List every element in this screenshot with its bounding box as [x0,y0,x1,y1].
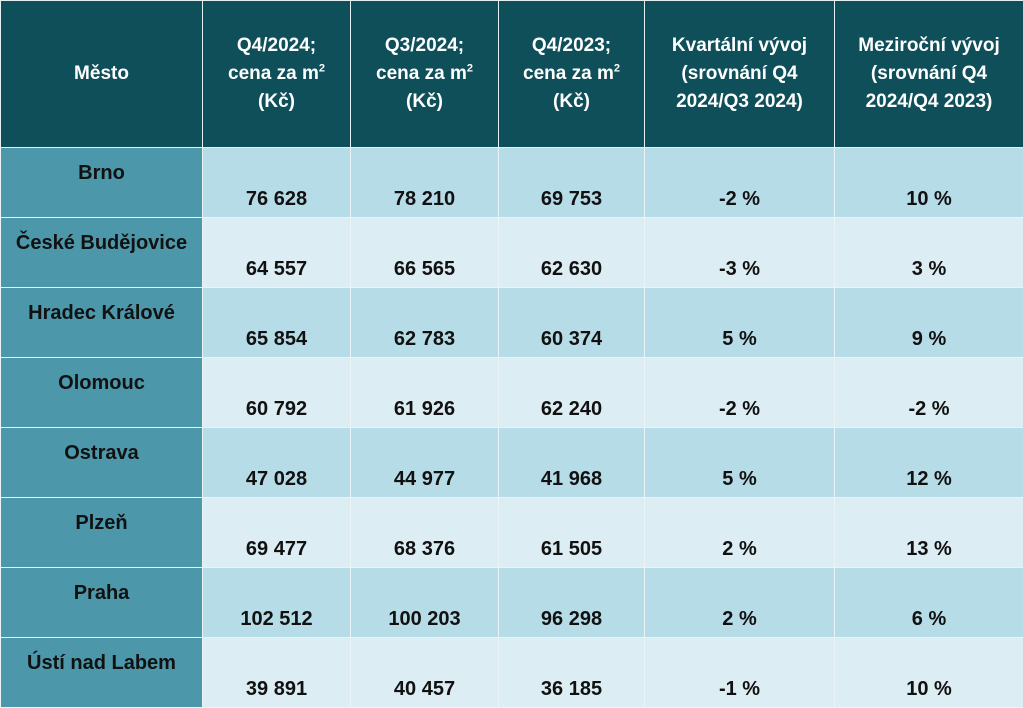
quarterly-change-cell: 5 % [645,288,835,358]
q4-2024-cell: 69 477 [203,498,351,568]
table-row: Ústí nad Labem 39 891 40 457 36 185 -1 %… [1,638,1023,708]
q4-2023-cell: 61 505 [499,498,645,568]
quarterly-change-cell: -2 % [645,358,835,428]
city-cell: Brno [1,148,203,218]
header-quarterly: Kvartální vývoj (srovnání Q4 2024/Q3 202… [645,1,835,148]
header-quarterly-line3: 2024/Q3 2024) [676,91,803,112]
city-cell: Olomouc [1,358,203,428]
quarterly-change-cell: 2 % [645,498,835,568]
header-yearly-line3: 2024/Q4 2023) [866,91,993,112]
header-q3-2024-line2: cena za m [376,63,467,84]
q4-2023-cell: 62 630 [499,218,645,288]
header-q4-2024-line2: cena za m [228,63,319,84]
yearly-change-cell: 12 % [835,428,1023,498]
city-cell: Hradec Králové [1,288,203,358]
header-city: Město [1,1,203,148]
q4-2024-cell: 60 792 [203,358,351,428]
header-q3-2024-line1: Q3/2024; [385,35,464,56]
yearly-change-cell: 9 % [835,288,1023,358]
quarterly-change-cell: -3 % [645,218,835,288]
table-row: Olomouc 60 792 61 926 62 240 -2 % -2 % [1,358,1023,428]
city-cell: Ústí nad Labem [1,638,203,708]
quarterly-change-cell: -2 % [645,148,835,218]
yearly-change-cell: 3 % [835,218,1023,288]
q4-2024-cell: 76 628 [203,148,351,218]
header-q4-2024: Q4/2024; cena za m2 (Kč) [203,1,351,148]
header-yearly-line2: (srovnání Q4 [871,63,987,84]
q4-2023-cell: 60 374 [499,288,645,358]
q3-2024-cell: 61 926 [351,358,499,428]
q4-2023-cell: 41 968 [499,428,645,498]
header-city-label: Město [74,63,129,84]
header-yearly: Meziroční vývoj (srovnání Q4 2024/Q4 202… [835,1,1023,148]
q4-2024-cell: 64 557 [203,218,351,288]
yearly-change-cell: 10 % [835,148,1023,218]
header-q4-2023-sup: 2 [614,63,620,75]
header-q3-2024-sup: 2 [467,63,473,75]
table-header: Město Q4/2024; cena za m2 (Kč) Q3/2024; … [1,1,1023,148]
table-row: Brno 76 628 78 210 69 753 -2 % 10 % [1,148,1023,218]
q4-2024-cell: 65 854 [203,288,351,358]
header-q4-2023-line3: (Kč) [553,91,590,112]
header-q4-2024-line3: (Kč) [258,91,295,112]
header-q4-2024-sup: 2 [319,63,325,75]
header-yearly-line1: Meziroční vývoj [858,35,1000,56]
yearly-change-cell: -2 % [835,358,1023,428]
yearly-change-cell: 6 % [835,568,1023,638]
yearly-change-cell: 13 % [835,498,1023,568]
table-row: Praha 102 512 100 203 96 298 2 % 6 % [1,568,1023,638]
city-cell: Plzeň [1,498,203,568]
q3-2024-cell: 100 203 [351,568,499,638]
q4-2024-cell: 39 891 [203,638,351,708]
city-cell: Ostrava [1,428,203,498]
header-q4-2023-line2: cena za m [523,63,614,84]
q4-2024-cell: 102 512 [203,568,351,638]
quarterly-change-cell: -1 % [645,638,835,708]
header-quarterly-line1: Kvartální vývoj [672,35,807,56]
header-quarterly-line2: (srovnání Q4 [681,63,797,84]
q4-2023-cell: 36 185 [499,638,645,708]
q3-2024-cell: 40 457 [351,638,499,708]
table-row: Ostrava 47 028 44 977 41 968 5 % 12 % [1,428,1023,498]
q3-2024-cell: 44 977 [351,428,499,498]
header-q3-2024: Q3/2024; cena za m2 (Kč) [351,1,499,148]
header-q4-2024-line1: Q4/2024; [237,35,316,56]
header-q4-2023-line1: Q4/2023; [532,35,611,56]
q4-2023-cell: 69 753 [499,148,645,218]
q3-2024-cell: 68 376 [351,498,499,568]
city-cell: Praha [1,568,203,638]
quarterly-change-cell: 2 % [645,568,835,638]
q4-2024-cell: 47 028 [203,428,351,498]
quarterly-change-cell: 5 % [645,428,835,498]
q4-2023-cell: 62 240 [499,358,645,428]
table-row: Plzeň 69 477 68 376 61 505 2 % 13 % [1,498,1023,568]
table-row: České Budějovice 64 557 66 565 62 630 -3… [1,218,1023,288]
header-q4-2023: Q4/2023; cena za m2 (Kč) [499,1,645,148]
table-body: Brno 76 628 78 210 69 753 -2 % 10 % Česk… [1,148,1023,708]
q3-2024-cell: 66 565 [351,218,499,288]
yearly-change-cell: 10 % [835,638,1023,708]
q4-2023-cell: 96 298 [499,568,645,638]
table-row: Hradec Králové 65 854 62 783 60 374 5 % … [1,288,1023,358]
city-cell: České Budějovice [1,218,203,288]
q3-2024-cell: 78 210 [351,148,499,218]
header-row: Město Q4/2024; cena za m2 (Kč) Q3/2024; … [1,1,1023,148]
q3-2024-cell: 62 783 [351,288,499,358]
header-q3-2024-line3: (Kč) [406,91,443,112]
